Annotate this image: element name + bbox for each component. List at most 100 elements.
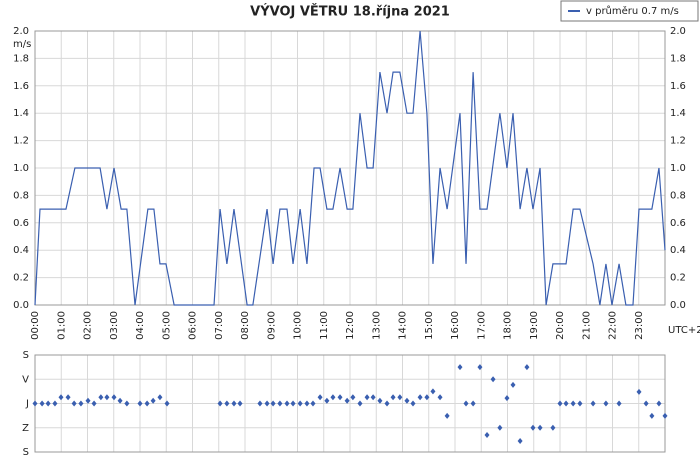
direction-point: [124, 400, 130, 407]
legend: [560, 0, 699, 22]
direction-point: [517, 437, 523, 444]
direction-point: [78, 400, 84, 407]
direction-point: [137, 400, 143, 407]
y-tick-label: 1.2: [13, 136, 29, 147]
direction-point: [317, 394, 323, 401]
y-tick-label-right: 1.4: [670, 108, 686, 119]
direction-point: [224, 400, 230, 407]
y-tick-label: 0.8: [13, 190, 29, 201]
direction-point: [104, 394, 110, 401]
plot-frame: [34, 30, 666, 306]
y-tick-label-right: 0.0: [670, 300, 686, 311]
direction-point: [310, 400, 316, 407]
direction-point: [304, 400, 310, 407]
x-axis-label: UTC+2: [668, 325, 700, 336]
legend-label: v průměru 0.7 m/s: [586, 5, 679, 17]
direction-point: [437, 394, 443, 401]
y-tick-label: V: [22, 374, 29, 385]
y-tick-label: 0.4: [13, 245, 29, 256]
direction-point: [510, 381, 516, 388]
y-axis-label: m/s: [13, 39, 31, 50]
direction-point: [91, 400, 97, 407]
direction-point: [111, 394, 117, 401]
direction-point: [603, 400, 609, 407]
direction-point: [384, 400, 390, 407]
x-tick-label: 11:00: [319, 311, 330, 340]
direction-point: [636, 388, 642, 395]
y-tick-label-right: 1.8: [670, 53, 686, 64]
direction-point: [662, 412, 668, 419]
direction-point: [58, 394, 64, 401]
x-tick-label: 12:00: [345, 311, 356, 340]
direction-point: [537, 424, 543, 431]
y-tick-label: 1.6: [13, 81, 29, 92]
x-tick-label: 08:00: [240, 311, 251, 340]
y-tick-label-right: 2.0: [670, 26, 686, 37]
direction-point: [570, 400, 576, 407]
direction-point: [350, 394, 356, 401]
y-tick-label: 1.8: [13, 53, 29, 64]
direction-point: [237, 400, 243, 407]
direction-point: [277, 400, 283, 407]
direction-point: [337, 394, 343, 401]
x-tick-label: 21:00: [581, 311, 592, 340]
direction-point: [71, 400, 77, 407]
y-tick-label: 1.4: [13, 108, 29, 119]
direction-point: [649, 412, 655, 419]
x-tick-label: 23:00: [634, 311, 645, 340]
y-tick-label-right: 1.6: [670, 81, 686, 92]
y-tick-label-right: 1.2: [670, 136, 686, 147]
direction-point: [117, 397, 123, 404]
x-tick-label: 00:00: [30, 311, 41, 340]
x-tick-label: 01:00: [56, 311, 67, 340]
y-tick-label: J: [25, 399, 29, 410]
direction-point: [257, 400, 263, 407]
x-tick-label: 05:00: [161, 311, 172, 340]
direction-point: [39, 400, 45, 407]
x-tick-label: 09:00: [266, 311, 277, 340]
direction-point: [484, 432, 490, 439]
direction-point: [577, 400, 583, 407]
direction-point: [52, 400, 58, 407]
direction-point: [85, 397, 91, 404]
x-tick-label: 22:00: [608, 311, 619, 340]
direction-point: [377, 397, 383, 404]
y-tick-label: Z: [22, 423, 29, 434]
direction-point: [98, 394, 104, 401]
direction-point: [290, 400, 296, 407]
y-tick-label: 1.0: [13, 163, 29, 174]
direction-point: [656, 400, 662, 407]
direction-point: [390, 394, 396, 401]
direction-point: [417, 394, 423, 401]
direction-point: [217, 400, 223, 407]
direction-point: [424, 394, 430, 401]
direction-point: [370, 394, 376, 401]
direction-point: [497, 424, 503, 431]
direction-point: [344, 397, 350, 404]
direction-point: [150, 397, 156, 404]
direction-point: [470, 400, 476, 407]
direction-point: [357, 400, 363, 407]
direction-point: [550, 424, 556, 431]
y-tick-label: 2.0: [13, 26, 29, 37]
direction-point: [32, 400, 38, 407]
direction-point: [430, 388, 436, 395]
chart-title: VÝVOJ VĚTRU 18.října 2021: [250, 4, 450, 20]
x-tick-label: 18:00: [503, 311, 514, 340]
direction-point: [364, 394, 370, 401]
direction-point: [457, 364, 463, 371]
x-tick-label: 15:00: [424, 311, 435, 340]
direction-point: [477, 364, 483, 371]
direction-point: [324, 397, 330, 404]
x-tick-label: 03:00: [109, 311, 120, 340]
direction-point: [330, 394, 336, 401]
direction-point: [45, 400, 51, 407]
y-tick-label: 0.2: [13, 273, 29, 284]
direction-point: [590, 400, 596, 407]
y-tick-label: 0.6: [13, 218, 29, 229]
x-tick-label: 06:00: [188, 311, 199, 340]
direction-point: [231, 400, 237, 407]
y-tick-label-right: 0.8: [670, 190, 686, 201]
x-tick-label: 20:00: [555, 311, 566, 340]
